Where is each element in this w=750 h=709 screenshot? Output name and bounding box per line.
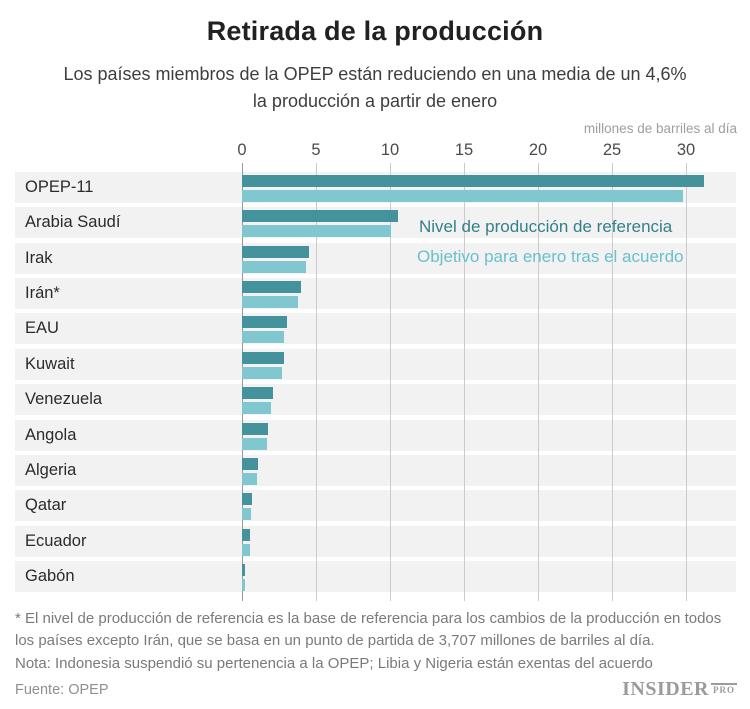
row-band [15,490,736,522]
category-label: Algeria [25,460,77,479]
plot-rows: OPEP-11 Arabia Saudí Irak Irán* EAU Kuwait Ven… [0,172,750,597]
row-band [15,560,736,592]
chart-row: OPEP-11 [0,172,750,203]
tick-label-15: 15 [454,141,474,159]
category-label: Irak [25,248,53,267]
source-credit: Fuente: OPEP [15,682,109,698]
bar-reference [242,457,259,470]
bar-reference [242,563,245,576]
bar-target [242,260,307,273]
axis-unit-label: millones de barriles al día [583,121,737,136]
row-band [15,348,736,380]
gridline-0 [242,163,243,601]
tick-label-25: 25 [602,141,622,159]
chart-row: Gabón [0,560,750,592]
row-band [15,384,736,416]
category-label: Arabia Saudí [25,213,121,232]
bar-reference [242,210,398,223]
chart-row: Irán* [0,278,750,310]
chart-row: EAU [0,313,750,345]
bar-target [242,190,684,202]
category-label: Kuwait [25,354,75,373]
chart-row: Algeria [0,454,750,486]
bar-target [242,225,391,238]
page-subtitle: Los países miembros de la OPEP están red… [0,61,750,115]
row-band [15,525,736,557]
tick-label-5: 5 [311,141,321,159]
category-label: Venezuela [25,390,103,409]
legend-reference-label: Nivel de producción de referencia [419,217,673,236]
row-band [15,454,736,486]
bar-target [242,402,272,415]
chart-row: Ecuador [0,525,750,557]
row-band [15,313,736,345]
bar-target [242,366,283,379]
bar-target [242,508,252,521]
category-label: EAU [25,319,59,338]
subtitle-line-1: Los países miembros de la OPEP están red… [63,64,687,84]
bar-target [242,437,267,450]
footnote-line-2: los países excepto Irán, que se basa en … [15,632,655,650]
category-label: Irán* [25,284,60,303]
bar-reference [242,528,251,541]
chart-row: Venezuela [0,384,750,416]
insider-pro-logo: INSIDER PRO [622,679,737,699]
bar-target [242,296,299,309]
row-band [15,242,736,274]
gridline-10 [390,163,391,601]
footnotes: * El nivel de producción de referencia e… [15,608,739,675]
footnote-line-1: * El nivel de producción de referencia e… [15,610,722,627]
gridline-25 [612,163,613,601]
tick-label-20: 20 [528,141,548,159]
tick-label-10: 10 [380,141,400,159]
gridline-20 [538,163,539,601]
bar-target [242,331,285,344]
bar-target [242,578,245,591]
subtitle-line-2: la producción a partir de enero [252,91,498,111]
category-label: Qatar [25,496,67,515]
category-label: Ecuador [25,531,87,550]
category-label: Angola [25,425,77,444]
row-band [15,278,736,310]
tick-label-30: 30 [676,141,696,159]
bar-reference [242,351,285,364]
chart-row: Angola [0,419,750,451]
chart-row: Arabia Saudí [0,207,750,239]
chart-row: Kuwait [0,348,750,380]
bar-reference [242,245,310,258]
gridline-15 [464,163,465,601]
bar-reference [242,422,268,435]
bar-target [242,472,258,485]
bar-reference [242,175,705,187]
row-band [15,419,736,451]
tick-label-0: 0 [237,141,247,159]
bar-reference [242,493,252,506]
legend-target-label: Objetivo para enero tras el acuerdo [417,247,684,266]
logo-main-text: INSIDER [622,678,709,700]
gridline-5 [316,163,317,601]
chart-row: Qatar [0,490,750,522]
bar-reference [242,316,287,329]
footnote-line-3: Nota: Indonesia suspendió su pertenencia… [15,654,653,672]
logo-sub-text: PRO [711,683,737,695]
bar-reference [242,281,301,294]
category-label: OPEP-11 [25,178,94,196]
bar-target [242,543,250,556]
bar-reference [242,387,273,400]
category-label: Gabón [25,566,75,585]
gridline-30 [686,163,687,601]
page-title: Retirada de la producción [206,16,544,46]
chart-row: Irak [0,242,750,274]
